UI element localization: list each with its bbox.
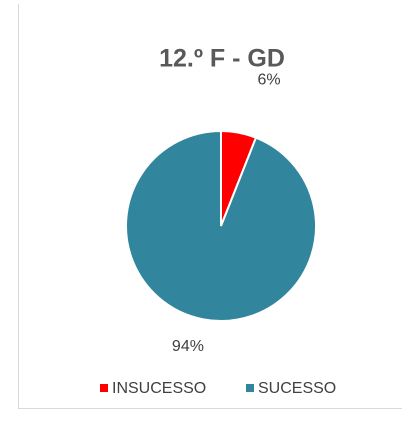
chart-title: 12.º F - GD bbox=[159, 45, 285, 73]
legend-swatch bbox=[100, 384, 108, 392]
data-label: 94% bbox=[172, 338, 204, 355]
legend-label: INSUCESSO bbox=[112, 380, 206, 397]
pie-slice bbox=[125, 129, 317, 322]
legend-swatch bbox=[246, 384, 254, 392]
data-label: 6% bbox=[257, 71, 280, 88]
legend-label: SUCESSO bbox=[258, 380, 336, 397]
